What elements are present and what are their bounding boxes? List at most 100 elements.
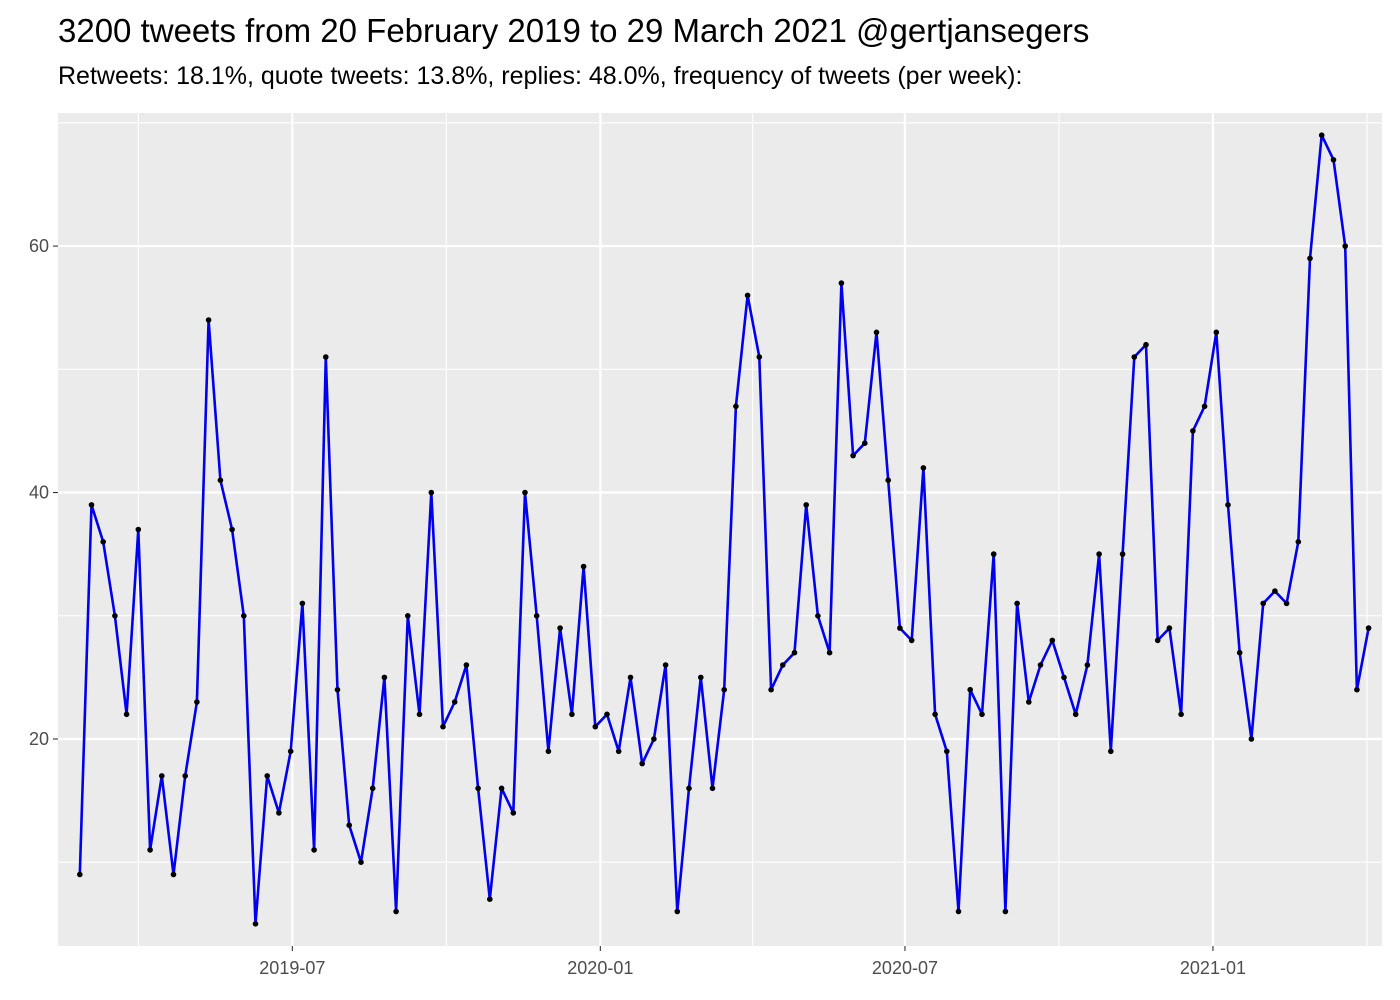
data-point [1236,649,1243,656]
data-point [1084,662,1091,668]
data-point [334,686,341,693]
panel-background [58,113,1382,946]
data-point [698,674,704,681]
data-point [77,871,83,878]
data-point [932,711,938,718]
data-point [897,625,903,631]
data-point [1119,551,1126,557]
data-point [533,613,540,619]
data-point [440,723,446,730]
data-point [323,354,329,360]
data-point [545,748,552,755]
data-point [651,736,657,742]
data-point [1014,600,1020,607]
data-point [967,686,973,693]
data-point [1108,748,1114,755]
x-tick-label: 2020-07 [872,958,938,978]
data-point [487,896,493,902]
data-point [920,465,927,471]
data-point [826,649,833,656]
data-point [475,785,481,792]
data-point [1225,502,1231,508]
data-point [1096,551,1102,557]
data-point [416,711,423,718]
data-point [815,613,821,619]
data-point [264,773,271,779]
data-point [1154,637,1161,644]
data-point [205,317,212,323]
data-point [1002,908,1009,915]
data-point [194,699,200,705]
data-point [768,686,774,693]
data-point [1248,736,1255,742]
data-point [686,785,692,792]
data-point [674,908,681,915]
data-point [1260,600,1266,607]
data-point [1166,625,1173,631]
data-point [780,662,786,668]
y-tick-label: 60 [29,236,49,256]
y-tick-label: 20 [29,729,49,749]
data-point [557,625,563,631]
chart-title: 3200 tweets from 20 February 2019 to 29 … [58,12,1090,49]
data-point [135,526,142,533]
data-point [733,403,739,410]
data-point [1295,539,1302,545]
x-tick-label: 2019-07 [259,958,325,978]
data-point [1354,686,1360,693]
data-point [276,810,282,816]
data-point [1330,157,1337,163]
data-point [100,539,106,545]
data-point [885,477,891,484]
data-point [990,551,997,557]
data-point [241,613,247,619]
data-point [756,354,763,360]
data-point [569,711,575,718]
data-point [1061,674,1067,681]
data-point [604,711,610,718]
data-point [428,489,435,496]
data-point [170,871,177,878]
data-point [252,921,259,927]
data-point [744,292,751,299]
data-point [451,699,458,705]
data-point [1272,588,1278,594]
data-point [979,711,985,718]
data-point [287,748,294,755]
data-point [147,847,153,853]
data-point [522,489,528,496]
data-point [1307,255,1313,262]
data-point [88,502,95,508]
data-point [405,613,411,619]
data-point [510,810,517,816]
data-point [838,280,845,286]
data-point [580,563,587,570]
data-point [1365,625,1372,631]
data-point [1037,662,1044,668]
data-point [1318,132,1325,138]
data-point [627,674,634,681]
data-point [592,723,599,730]
x-tick-label: 2020-01 [567,958,633,978]
data-point [393,908,399,915]
data-point [463,662,470,668]
data-point [639,760,645,767]
data-point [369,785,376,792]
data-point [1049,637,1056,644]
data-point [1072,711,1079,718]
data-point [1213,329,1220,336]
data-point [123,711,130,718]
data-point [299,600,306,607]
data-point [709,785,716,792]
data-point [159,773,165,779]
data-point [311,847,317,853]
data-point [381,674,388,681]
data-point [908,637,915,644]
data-point [873,329,880,336]
data-point [217,477,224,484]
data-point [1190,428,1196,434]
data-point [850,452,856,459]
data-point [862,440,868,447]
data-point [803,502,809,508]
